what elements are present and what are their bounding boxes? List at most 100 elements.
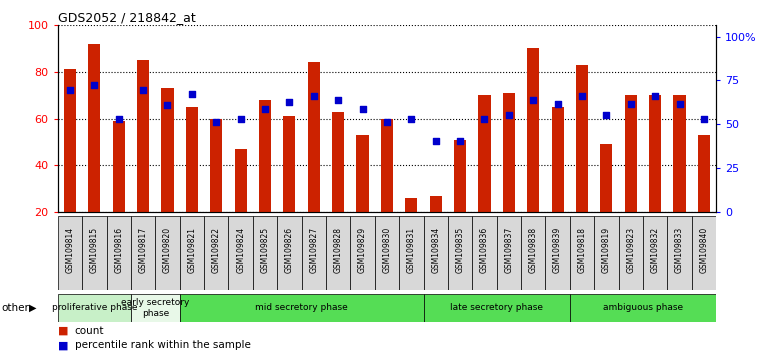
Bar [448,216,472,290]
Bar [64,69,76,259]
Bar [405,198,417,259]
Point [161,103,173,108]
Bar [58,216,82,290]
Point [454,138,466,144]
Bar [283,116,296,259]
Bar [106,216,131,290]
Bar [179,294,424,322]
Bar [357,135,369,259]
Bar [350,216,375,290]
Point [430,138,442,144]
Bar [570,216,594,290]
Bar [594,216,618,290]
Text: GSM109832: GSM109832 [651,227,660,273]
Bar [375,216,399,290]
Point [576,93,588,99]
Bar [527,48,539,259]
Point [624,101,637,107]
Bar [478,95,490,259]
Bar [424,294,570,322]
Text: GSM109816: GSM109816 [114,227,123,273]
Text: GSM109838: GSM109838 [529,227,537,273]
Point [112,116,125,121]
Bar [674,95,685,259]
Bar [624,95,637,259]
Text: GSM109822: GSM109822 [212,227,221,273]
Text: GSM109840: GSM109840 [699,227,708,273]
Bar [162,88,173,259]
Text: late secretory phase: late secretory phase [450,303,543,313]
Text: GSM109839: GSM109839 [553,227,562,273]
Text: GSM109815: GSM109815 [90,227,99,273]
Text: GSM109820: GSM109820 [163,227,172,273]
Point [210,120,223,125]
Text: GSM109829: GSM109829 [358,227,367,273]
Point [698,116,710,121]
Text: GSM109826: GSM109826 [285,227,294,273]
Bar [332,112,344,259]
Bar [277,216,302,290]
Point [283,99,296,104]
Text: GSM109833: GSM109833 [675,227,684,273]
Bar [424,216,448,290]
Point [673,101,685,107]
Bar [253,216,277,290]
Text: GSM109818: GSM109818 [578,227,587,273]
Bar [430,196,442,259]
Point [332,97,344,103]
Bar [503,93,515,259]
Bar [186,107,198,259]
Text: percentile rank within the sample: percentile rank within the sample [75,340,250,350]
Bar [551,107,564,259]
Text: GDS2052 / 218842_at: GDS2052 / 218842_at [58,11,196,24]
Bar [131,216,156,290]
Bar [454,140,466,259]
Text: GSM109823: GSM109823 [626,227,635,273]
Bar [497,216,521,290]
Point [88,82,100,88]
Text: GSM109836: GSM109836 [480,227,489,273]
Bar [668,216,691,290]
Bar [649,95,661,259]
Bar [82,216,106,290]
Point [234,116,246,121]
Text: GSM109825: GSM109825 [260,227,269,273]
Text: GSM109828: GSM109828 [333,227,343,273]
Bar [112,121,125,259]
Bar [235,149,246,259]
Point [405,116,417,121]
Text: GSM109835: GSM109835 [456,227,464,273]
Bar [210,119,223,259]
Text: count: count [75,326,104,336]
Bar [472,216,497,290]
Point [503,112,515,118]
Text: GSM109834: GSM109834 [431,227,440,273]
Text: ■: ■ [58,326,69,336]
Bar [545,216,570,290]
Text: ▶: ▶ [29,303,37,313]
Point [380,120,393,125]
Point [259,106,271,112]
Text: other: other [2,303,29,313]
Bar [643,216,668,290]
Bar [691,216,716,290]
Point [649,93,661,99]
Text: GSM109814: GSM109814 [65,227,75,273]
Bar [137,60,149,259]
Point [64,87,76,93]
Point [137,87,149,93]
Bar [570,294,716,322]
Point [551,101,564,107]
Bar [601,144,612,259]
Text: GSM109817: GSM109817 [139,227,148,273]
Bar [156,216,179,290]
Point [357,106,369,112]
Bar [521,216,545,290]
Bar [399,216,424,290]
Point [601,112,613,118]
Bar [179,216,204,290]
Bar [131,294,179,322]
Text: GSM109821: GSM109821 [187,227,196,273]
Bar [618,216,643,290]
Bar [89,44,100,259]
